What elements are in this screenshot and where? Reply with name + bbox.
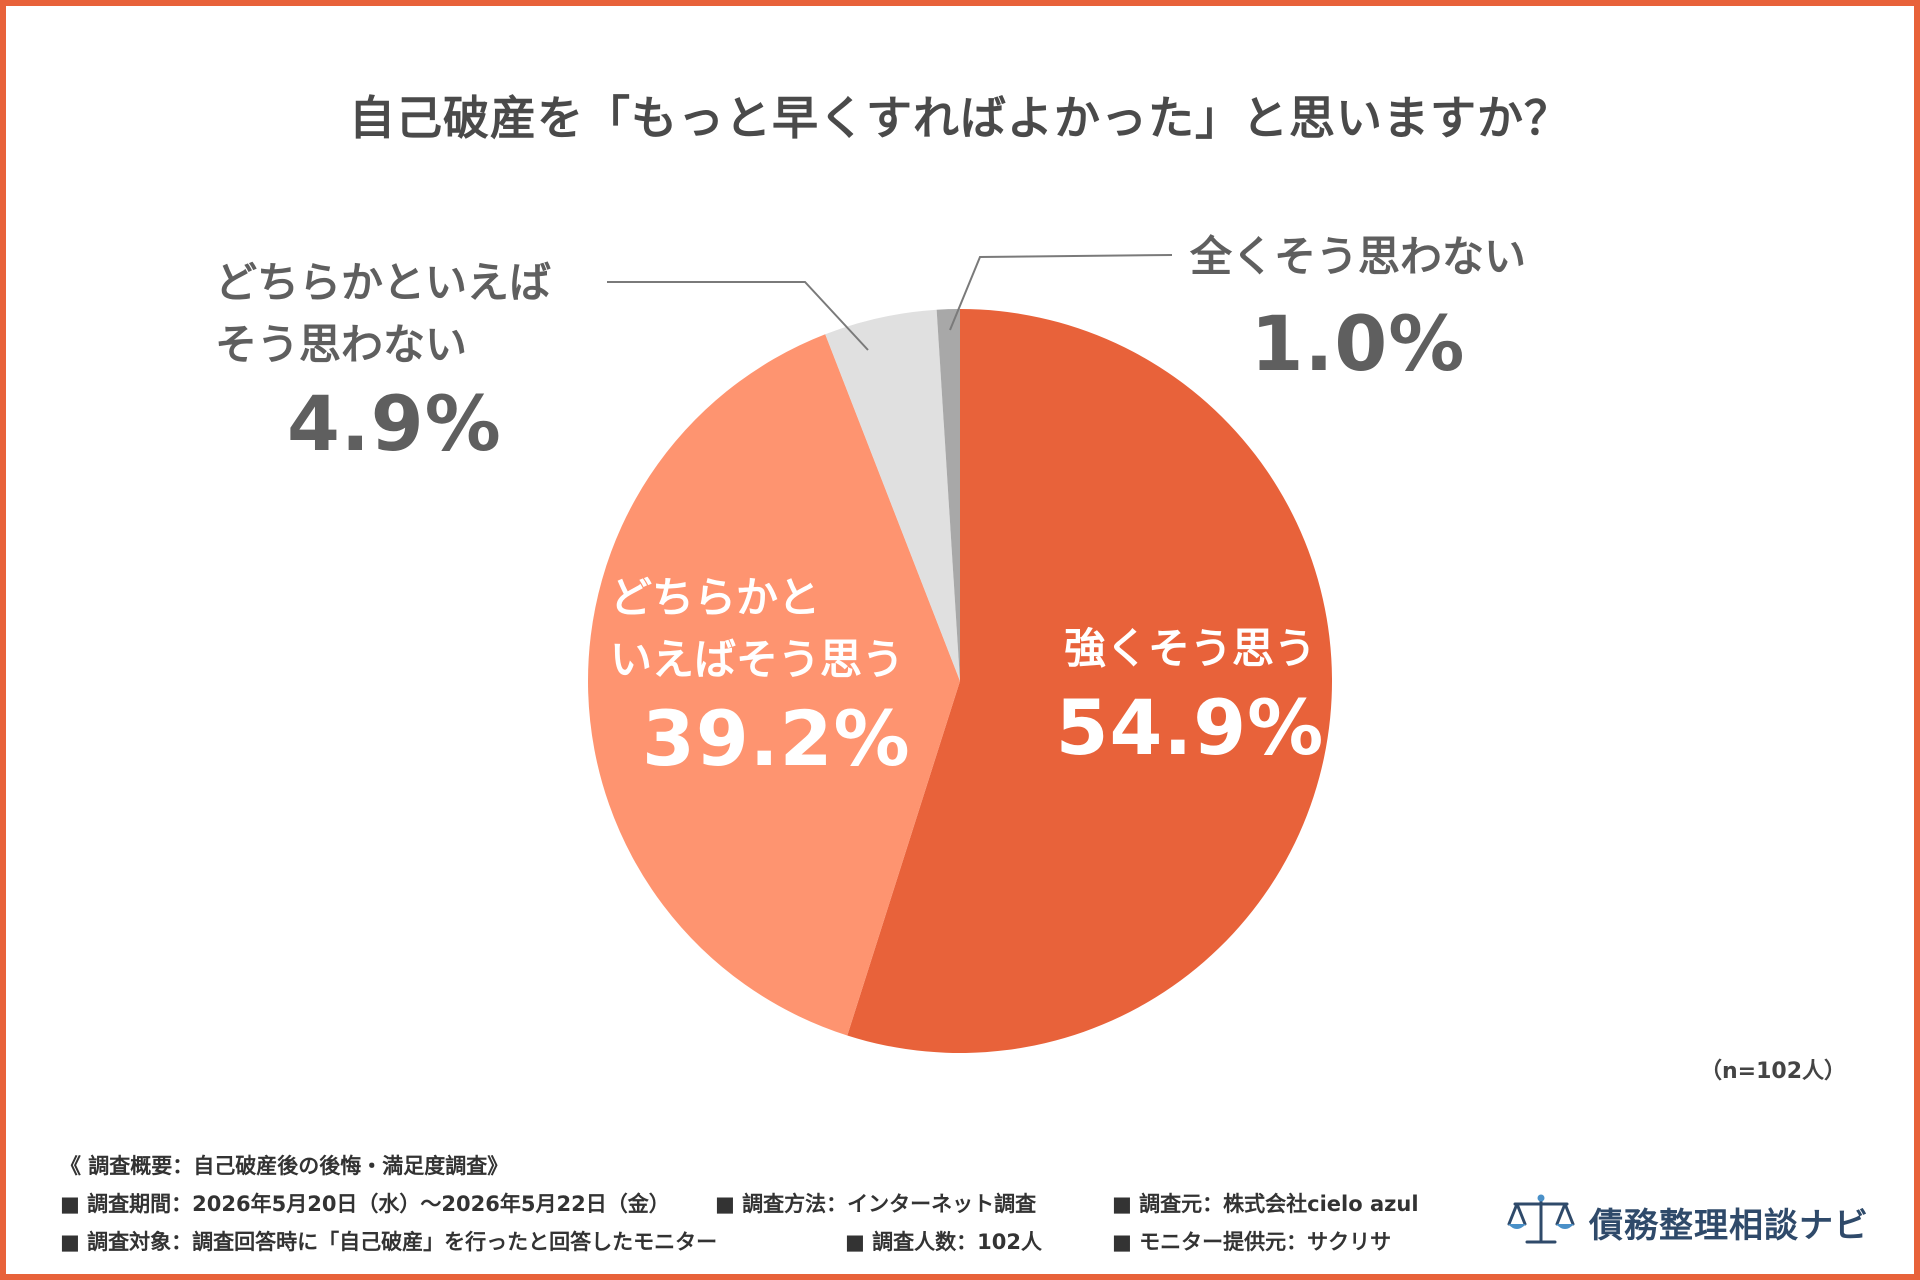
leader-line-slice-3 — [607, 281, 869, 351]
footer-row-1: 《 調査概要：自己破産後の後悔・満足度調査》 — [60, 1150, 1510, 1188]
survey-provider: ■ モニター提供元：サクリサ — [1112, 1230, 1392, 1254]
pie-slice-4 — [936, 309, 960, 681]
footer-row-3: ■ 調査対象：調査回答時に「自己破産」を行ったと回答したモニター ■ 調査人数：… — [60, 1226, 1510, 1264]
survey-method: ■ 調査方法：インターネット調査 — [715, 1192, 1037, 1216]
slice-label-3-text-line1: どちらかといえば — [215, 258, 552, 307]
slice-label-3: どちらかといえば そう思わない 4.9% — [215, 252, 551, 472]
footer-row-2: ■ 調査期間：2026年5月20日（水）〜2026年5月22日（金） ■ 調査方… — [60, 1188, 1510, 1226]
survey-summary: 《 調査概要：自己破産後の後悔・満足度調査》 — [60, 1154, 509, 1178]
survey-count: ■ 調査人数：102人 — [845, 1230, 1042, 1254]
slice-label-2: どちらかと いえばそう思う 39.2% — [610, 567, 911, 787]
leader-line-slice-4 — [949, 254, 1173, 331]
slice-label-3-value: 4.9% — [287, 379, 502, 468]
brand-name: 債務整理相談ナビ — [1589, 1206, 1869, 1246]
slice-label-2-text-line1: どちらかと — [610, 573, 821, 622]
survey-footer: 《 調査概要：自己破産後の後悔・満足度調査》 ■ 調査期間：2026年5月20日… — [60, 1150, 1510, 1264]
survey-target: ■ 調査対象：調査回答時に「自己破産」を行ったと回答したモニター — [60, 1230, 718, 1254]
pie-slice-3 — [825, 309, 960, 681]
scales-of-justice-icon — [1507, 1194, 1575, 1244]
slice-label-4: 全くそう思わない 1.0% — [1190, 226, 1526, 392]
slice-label-1-value: 54.9% — [1055, 683, 1325, 772]
sample-size-note: （n=102人） — [1700, 1059, 1847, 1084]
slice-label-3-text-line2: そう思わない — [215, 320, 468, 369]
slice-label-4-text: 全くそう思わない — [1190, 232, 1527, 281]
pie-slice-2 — [588, 334, 960, 1036]
slice-label-4-value: 1.0% — [1250, 299, 1466, 388]
chart-title: 自己破産を「もっと早くすればよかった」と思いますか？ — [349, 91, 1571, 145]
slice-label-2-text-line2: いえばそう思う — [610, 635, 905, 684]
slice-label-1: 強くそう思う 54.9% — [1000, 618, 1380, 776]
slice-label-1-text: 強くそう思う — [1063, 624, 1316, 673]
pie-slice-1 — [847, 309, 1332, 1053]
survey-period: ■ 調査期間：2026年5月20日（水）〜2026年5月22日（金） — [60, 1192, 670, 1216]
survey-source: ■ 調査元：株式会社cielo azul — [1112, 1192, 1419, 1216]
slice-label-2-value: 39.2% — [642, 694, 911, 783]
